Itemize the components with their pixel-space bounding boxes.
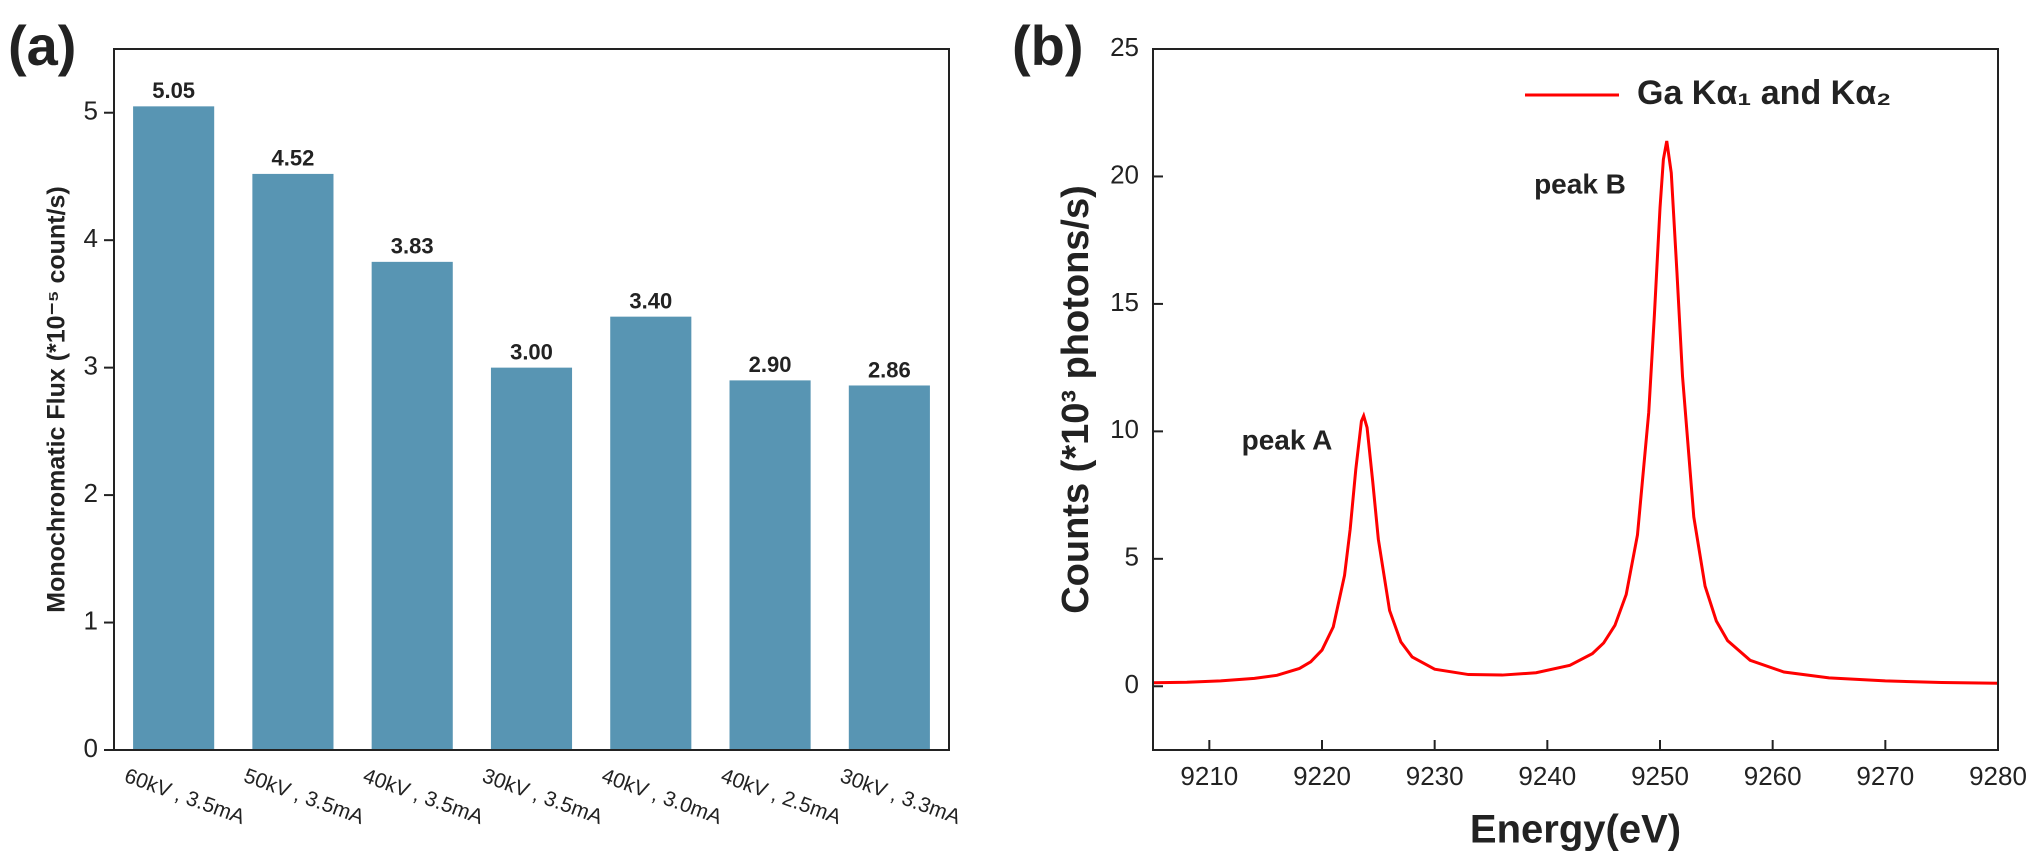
x-tick-label: 40kV , 3.0mA — [599, 764, 725, 829]
x-tick-label: 30kV , 3.5mA — [479, 764, 605, 829]
bar — [848, 385, 930, 750]
y-tick-label: 5 — [84, 96, 98, 126]
bar — [252, 173, 334, 750]
y-tick-label: 25 — [1110, 32, 1139, 62]
x-tick-label: 40kV , 3.5mA — [360, 764, 486, 829]
x-tick-label: 9260 — [1744, 761, 1802, 791]
y-tick-label: 4 — [84, 223, 98, 253]
annotation: peak B — [1534, 168, 1626, 199]
bar — [729, 380, 811, 750]
y-tick-label: 1 — [84, 605, 98, 635]
bar — [371, 261, 453, 750]
value-label: 5.05 — [152, 78, 195, 103]
data-line — [1152, 140, 1999, 685]
panel-label: (b) — [1012, 14, 1084, 77]
y-tick-label: 0 — [1125, 669, 1139, 699]
plot-frame — [1152, 48, 1999, 751]
value-label: 3.83 — [391, 234, 434, 259]
x-tick-label: 30kV , 3.3mA — [837, 764, 963, 829]
y-axis-label: Counts (*10³ photons/s) — [1055, 185, 1097, 614]
bar — [133, 106, 215, 750]
x-tick-label: 50kV , 3.5mA — [241, 764, 367, 829]
x-axis-label: Energy(eV) — [1470, 808, 1681, 852]
x-tick-label: 9240 — [1518, 761, 1576, 791]
y-tick-label: 0 — [84, 733, 98, 763]
value-label: 2.90 — [749, 352, 792, 377]
y-tick-label: 10 — [1110, 414, 1139, 444]
y-tick-label: 3 — [84, 351, 98, 381]
x-tick-label: 9220 — [1293, 761, 1351, 791]
y-tick-label: 15 — [1110, 287, 1139, 317]
bar — [610, 316, 692, 750]
plot-frame — [113, 48, 950, 751]
x-tick-label: 60kV , 3.5mA — [121, 764, 247, 829]
x-tick-label: 9210 — [1180, 761, 1238, 791]
annotation: peak A — [1242, 424, 1333, 455]
value-label: 3.00 — [510, 339, 553, 364]
x-tick-label: 40kV , 2.5mA — [718, 764, 844, 829]
x-tick-label: 9280 — [1969, 761, 2027, 791]
value-label: 2.86 — [868, 357, 911, 382]
legend-label: Ga Kα₁ and Kα₂ — [1637, 74, 1891, 112]
y-tick-label: 20 — [1110, 159, 1139, 189]
y-axis-label: Monochromatic Flux (*10⁻⁵ count/s) — [43, 186, 71, 612]
x-tick-label: 9250 — [1631, 761, 1689, 791]
y-tick-label: 5 — [1125, 542, 1139, 572]
bar — [490, 367, 573, 750]
panel-label: (a) — [8, 14, 76, 77]
x-tick-label: 9270 — [1856, 761, 1914, 791]
x-tick-label: 9230 — [1406, 761, 1464, 791]
y-tick-label: 2 — [84, 478, 98, 508]
value-label: 3.40 — [629, 288, 672, 313]
value-label: 4.52 — [272, 146, 315, 171]
